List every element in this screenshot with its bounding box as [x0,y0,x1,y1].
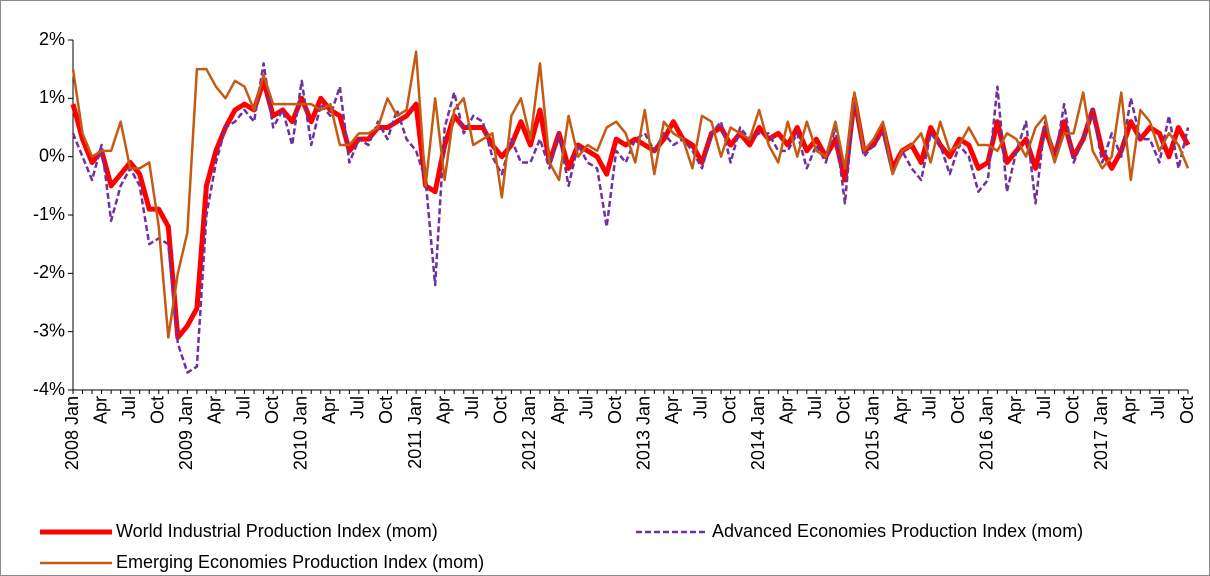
x-tick-label: Apr [776,396,796,424]
x-tick-label: 2010 Jan [290,396,310,470]
x-tick-label: Oct [948,396,968,424]
x-tick-label: Oct [1177,396,1197,424]
x-tick-label: Jul [462,396,482,419]
legend-label: Advanced Economies Production Index (mom… [712,521,1083,541]
x-tick-label: Jul [1148,396,1168,419]
x-tick-label: 2016 Jan [977,396,997,470]
x-tick-label: 2008 Jan [62,396,82,470]
x-tick-label: Jul [805,396,825,419]
x-tick-label: 2009 Jan [176,396,196,470]
x-tick-label: Apr [891,396,911,424]
x-tick-label: Oct [605,396,625,424]
x-tick-label: Oct [1062,396,1082,424]
series-line [71,50,1190,339]
x-tick-label: Apr [1005,396,1025,424]
y-tick-label: -4% [33,379,65,399]
x-tick-label: Apr [1120,396,1140,424]
x-tick-label: Jul [119,396,139,419]
x-tick-label: Apr [433,396,453,424]
x-tick-label: Apr [319,396,339,424]
y-tick-label: 2% [39,29,65,49]
x-tick-label: Oct [262,396,282,424]
y-tick-label: -2% [33,262,65,282]
x-tick-label: Jul [919,396,939,419]
x-tick-label: Jul [233,396,253,419]
x-tick-label: 2013 Jan [634,396,654,470]
x-tick-label: 2012 Jan [519,396,539,470]
x-tick-label: Apr [205,396,225,424]
legend-label: World Industrial Production Index (mom) [116,521,438,541]
x-tick-label: Oct [376,396,396,424]
x-tick-label: 2015 Jan [862,396,882,470]
x-tick-label: Oct [719,396,739,424]
y-tick-label: 1% [39,87,65,107]
y-tick-label: 0% [39,145,65,165]
x-tick-label: Oct [834,396,854,424]
x-tick-label: 2011 Jan [405,396,425,469]
x-tick-label: 2014 Jan [748,396,768,470]
x-tick-label: Apr [662,396,682,424]
x-tick-label: Oct [148,396,168,424]
x-tick-label: Jul [691,396,711,419]
x-tick-label: 2017 Jan [1091,396,1111,470]
x-tick-label: Jul [1034,396,1054,419]
x-tick-label: Apr [548,396,568,424]
x-tick-label: Jul [348,396,368,419]
y-tick-label: -1% [33,204,65,224]
legend-label: Emerging Economies Production Index (mom… [116,552,484,572]
x-tick-label: Apr [90,396,110,424]
x-tick-label: Jul [576,396,596,419]
y-tick-label: -3% [33,320,65,340]
x-tick-label: Oct [491,396,511,424]
